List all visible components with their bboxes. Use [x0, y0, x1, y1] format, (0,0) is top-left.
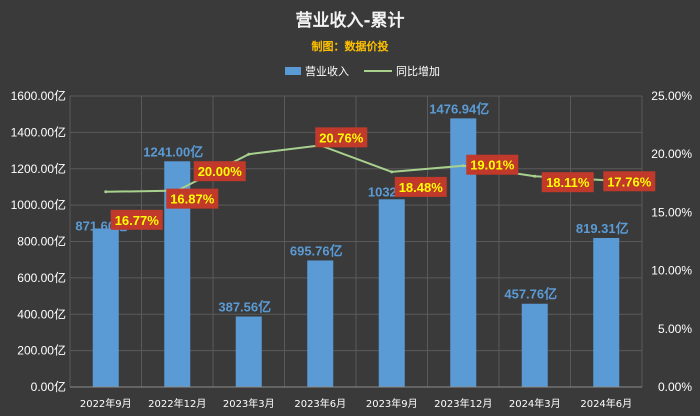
line-data-label: 20.00% — [198, 164, 243, 179]
bar — [307, 260, 334, 387]
line-label-box — [541, 172, 594, 193]
y-left-tick: 400.00亿 — [17, 306, 66, 321]
line-data-label: 18.48% — [399, 180, 444, 195]
y-left-tick: 800.00亿 — [17, 234, 66, 249]
line-data-label: 17.76% — [607, 174, 652, 189]
x-tick: 2022年12月 — [148, 397, 206, 410]
line-data-label: 20.76% — [319, 130, 364, 145]
y-left-tick: 200.00亿 — [17, 343, 66, 358]
y-right-tick: 15.00% — [651, 205, 692, 219]
legend-line-label: 同比增加 — [396, 64, 440, 78]
line-label-box — [603, 171, 656, 192]
legend-bar-label: 营业收入 — [305, 64, 349, 78]
line-label-box — [394, 176, 447, 197]
y-left-tick: 0.00亿 — [31, 379, 66, 394]
y-axis-left: 0.00亿 200.00亿 400.00亿 600.00亿 800.00亿 1000.00… — [11, 88, 66, 394]
y-left-tick: 1600.00亿 — [11, 88, 66, 103]
bar — [235, 316, 262, 387]
chart-title: 营业收入-累计 — [295, 10, 404, 31]
line-label-box — [466, 154, 519, 175]
x-tick: 2023年6月 — [294, 397, 346, 410]
x-tick: 2023年12月 — [434, 397, 492, 410]
line-label-box — [193, 161, 246, 182]
line-label-box — [315, 127, 368, 148]
bar-data-label: 819.31亿 — [576, 221, 629, 236]
y-right-tick: 20.00% — [651, 147, 692, 161]
x-axis: 2022年9月 2022年12月 2023年3月 2023年6月 2023年9月 2023… — [70, 386, 642, 410]
bar-data-label: 1476.94亿 — [429, 101, 489, 116]
bar — [92, 228, 119, 387]
line-label-box — [110, 209, 163, 230]
y-left-tick: 1400.00亿 — [11, 124, 66, 139]
x-tick: 2024年3月 — [509, 397, 561, 410]
y-right-tick: 5.00% — [658, 322, 692, 336]
chart-subtitle: 制图：数据价投 — [312, 39, 389, 53]
line-labels: 16.77% 16.87% 20.00% 20.76% 18.48% 19.01% 18.1… — [110, 127, 656, 230]
y-left-tick: 600.00亿 — [17, 270, 66, 285]
line-point — [390, 170, 394, 174]
growth-line — [105, 144, 607, 193]
legend-bar-swatch — [285, 67, 301, 75]
x-tick: 2022年9月 — [80, 397, 132, 410]
bar-data-label: 1241.00亿 — [143, 144, 203, 159]
legend: 营业收入 同比增加 — [285, 64, 440, 78]
bar-series — [92, 118, 620, 388]
y-right-tick: 0.00% — [658, 380, 692, 394]
bar-data-label: 457.76亿 — [504, 287, 557, 302]
bar-data-label: 387.56亿 — [218, 300, 271, 315]
y-axis-right: 0.00% 5.00% 10.00% 15.00% 20.00% 25.00% — [651, 89, 692, 394]
y-right-tick: 10.00% — [651, 264, 692, 278]
bar — [593, 237, 620, 387]
line-data-label: 16.87% — [170, 192, 215, 207]
x-tick: 2023年3月 — [223, 397, 275, 410]
line-point — [247, 152, 251, 156]
y-left-tick: 1200.00亿 — [11, 161, 66, 176]
line-data-label: 18.11% — [546, 175, 590, 190]
line-data-label: 16.77% — [115, 213, 160, 228]
x-tick: 2023年9月 — [366, 397, 418, 410]
y-left-tick: 1000.00亿 — [11, 197, 66, 212]
line-data-label: 19.01% — [470, 158, 515, 173]
bar — [378, 199, 405, 387]
bar-data-label: 695.76亿 — [290, 243, 343, 258]
line-point — [461, 164, 465, 168]
line-point — [533, 174, 537, 178]
y-right-tick: 25.00% — [651, 89, 692, 103]
line-point — [104, 190, 108, 194]
x-tick: 2024年6月 — [580, 397, 632, 410]
bar — [521, 303, 548, 387]
line-label-box — [166, 188, 219, 209]
